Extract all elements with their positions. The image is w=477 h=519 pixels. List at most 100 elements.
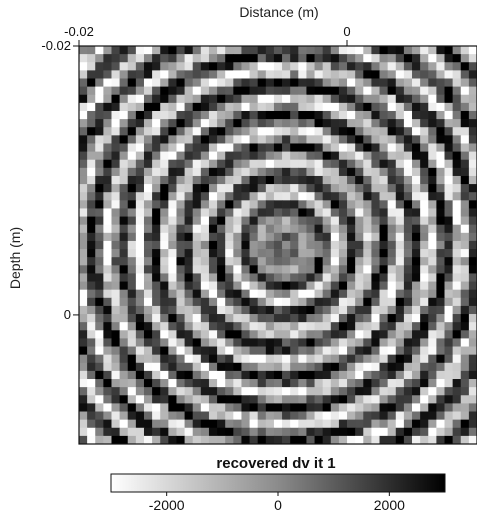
heatmap-cell: [111, 427, 121, 437]
heatmap-cell: [241, 127, 250, 136]
heatmap-cell: [379, 200, 389, 209]
heatmap-cell: [184, 224, 194, 234]
heatmap-cell: [225, 184, 234, 193]
heatmap-cell: [152, 119, 161, 128]
heatmap-cell: [322, 370, 332, 380]
heatmap-cell: [192, 208, 202, 217]
heatmap-cell: [265, 192, 275, 201]
heatmap-cell: [379, 257, 389, 266]
heatmap-cell: [468, 216, 477, 226]
heatmap-cell: [143, 70, 153, 79]
heatmap-cell: [127, 224, 137, 234]
heatmap-cell: [273, 427, 283, 437]
heatmap-cell: [436, 346, 445, 356]
heatmap-cell: [111, 192, 121, 201]
heatmap-cell: [152, 354, 161, 364]
heatmap-cell: [208, 346, 218, 356]
heatmap-cell: [322, 192, 332, 201]
heatmap-cell: [192, 370, 202, 380]
heatmap-cell: [233, 411, 242, 421]
heatmap-cell: [257, 119, 267, 128]
heatmap-cell: [143, 330, 153, 339]
heatmap-cell: [95, 354, 104, 364]
heatmap-cell: [111, 370, 121, 380]
heatmap-cell: [184, 338, 194, 347]
heatmap-cell: [265, 86, 275, 96]
heatmap-cell: [168, 70, 177, 79]
heatmap-cell: [143, 159, 153, 169]
heatmap-cell: [322, 86, 332, 96]
heatmap-cell: [87, 289, 96, 299]
heatmap-cell: [119, 208, 129, 217]
heatmap-cell: [249, 102, 259, 112]
heatmap-cell: [225, 289, 234, 299]
heatmap-cell: [265, 224, 275, 234]
heatmap-cell: [436, 110, 445, 120]
heatmap-cell: [152, 200, 161, 209]
heatmap-cell: [298, 135, 307, 144]
heatmap-cell: [403, 281, 413, 291]
heatmap-cell: [460, 330, 470, 339]
heatmap-cell: [87, 346, 96, 356]
heatmap-cell: [452, 167, 462, 177]
heatmap-cell: [119, 240, 129, 250]
heatmap-cell: [322, 143, 332, 152]
heatmap-cell: [200, 232, 210, 242]
heatmap-cell: [282, 403, 291, 412]
heatmap-cell: [355, 338, 364, 347]
heatmap-cell: [87, 192, 96, 201]
heatmap-cell: [314, 240, 324, 250]
heatmap-cell: [233, 54, 242, 63]
heatmap-cell: [412, 240, 421, 250]
heatmap-cell: [208, 94, 218, 104]
heatmap-cell: [184, 62, 194, 71]
heatmap-cell: [403, 78, 413, 88]
heatmap-cell: [233, 86, 242, 96]
heatmap-cell: [233, 46, 242, 55]
heatmap-cell: [111, 330, 121, 339]
heatmap-cell: [298, 281, 307, 291]
heatmap-cell: [403, 54, 413, 63]
heatmap-cell: [363, 127, 372, 136]
heatmap-cell: [371, 70, 380, 79]
heatmap-cell: [192, 297, 202, 307]
heatmap-cell: [119, 314, 129, 323]
heatmap-cell: [412, 70, 421, 79]
heatmap-cell: [379, 224, 389, 234]
heatmap-cell: [355, 289, 364, 299]
heatmap-cell: [249, 346, 259, 356]
heatmap-cell: [444, 354, 454, 364]
heatmap-cell: [79, 395, 88, 404]
heatmap-cell: [379, 403, 389, 412]
heatmap-cell: [217, 370, 226, 380]
heatmap-cell: [412, 232, 421, 242]
heatmap-cell: [168, 184, 177, 193]
heatmap-cell: [233, 249, 242, 258]
heatmap-cell: [184, 330, 194, 339]
heatmap-cell: [176, 249, 185, 258]
heatmap-cell: [103, 273, 112, 282]
heatmap-cell: [403, 265, 413, 274]
heatmap-cell: [208, 362, 218, 372]
heatmap-cell: [436, 94, 445, 104]
heatmap-cell: [200, 273, 210, 282]
heatmap-cell: [103, 281, 112, 291]
heatmap-cell: [152, 305, 161, 315]
heatmap-cell: [127, 370, 137, 380]
heatmap-cell: [298, 411, 307, 421]
heatmap-cell: [282, 127, 291, 136]
heatmap-cell: [225, 419, 234, 429]
heatmap-cell: [176, 94, 185, 104]
heatmap-cell: [192, 419, 202, 429]
heatmap-cell: [338, 94, 348, 104]
heatmap-cell: [428, 232, 437, 242]
heatmap-cell: [79, 208, 88, 217]
heatmap-cell: [371, 435, 380, 445]
heatmap-cell: [257, 224, 267, 234]
heatmap-cell: [143, 411, 153, 421]
heatmap-cell: [420, 224, 429, 234]
heatmap-cell: [233, 395, 242, 404]
heatmap-cell: [265, 435, 275, 445]
heatmap-cell: [160, 86, 169, 96]
heatmap-cell: [217, 419, 226, 429]
